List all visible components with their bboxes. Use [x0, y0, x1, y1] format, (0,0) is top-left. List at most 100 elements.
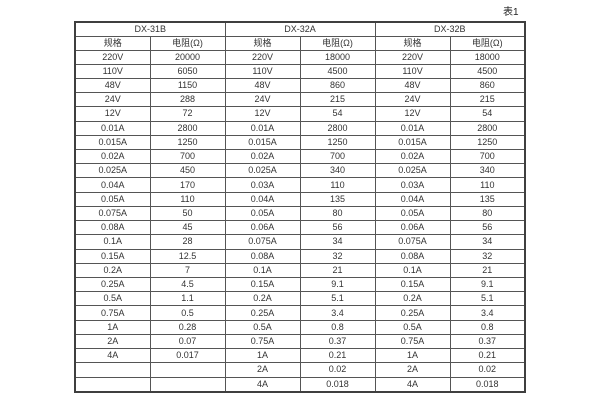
spec-cell: 0.06A — [224, 220, 301, 236]
resistance-cell: 1250 — [299, 134, 376, 151]
table-row: 0.75A 0.5 0.25A 3.4 0.25A 3.4 — [74, 305, 526, 321]
spec-cell: 48V — [374, 77, 451, 94]
table-row: 0.01A 2800 0.01A 2800 0.01A 2800 — [74, 120, 526, 136]
resistance-cell: 215 — [449, 92, 526, 108]
resistance-cell: 1250 — [449, 134, 526, 151]
resistance-cell: 700 — [449, 149, 526, 165]
resistance-cell: 0.21 — [449, 348, 526, 364]
resistance-cell: 56 — [299, 220, 376, 236]
resistance-cell: 45 — [149, 220, 226, 236]
resistance-cell: 4500 — [299, 63, 376, 79]
table-row: 2A 0.02 2A 0.02 — [74, 362, 526, 378]
spec-table: DX-31B DX-32A DX-32B 规格 电阻(Ω) 规格 电阻(Ω) 规… — [74, 21, 527, 393]
resistance-cell: 5.1 — [449, 291, 526, 307]
resistance-cell: 340 — [299, 163, 376, 179]
table-row: 0.025A 450 0.025A 340 0.025A 340 — [74, 163, 526, 179]
spec-cell: 0.2A — [224, 291, 301, 307]
resistance-cell — [149, 362, 226, 378]
spec-cell: 0.075A — [224, 234, 301, 250]
spec-cell: 0.15A — [224, 276, 301, 293]
resistance-cell: 32 — [299, 248, 376, 264]
resistance-cell: 6050 — [149, 63, 226, 79]
resistance-cell: 0.37 — [299, 333, 376, 350]
spec-cell: 0.03A — [374, 177, 451, 193]
spec-cell: 220V — [74, 49, 151, 65]
resistance-cell: 700 — [149, 149, 226, 165]
table-row: 0.1A 28 0.075A 34 0.075A 34 — [74, 234, 526, 250]
resistance-cell: 7 — [149, 262, 226, 279]
table-row: 0.5A 1.1 0.2A 5.1 0.2A 5.1 — [74, 291, 526, 307]
spec-column-header: 规格 — [224, 35, 301, 51]
group-header-row: DX-31B DX-32A DX-32B — [74, 21, 526, 37]
spec-cell: 0.03A — [224, 177, 301, 193]
spec-cell: 0.025A — [224, 163, 301, 179]
resistance-cell: 2800 — [449, 120, 526, 136]
spec-cell: 12V — [374, 106, 451, 122]
table-row: 4A 0.018 4A 0.018 — [74, 376, 526, 393]
resistance-cell: 0.018 — [449, 376, 526, 393]
spec-cell: 24V — [224, 92, 301, 108]
resistance-cell: 54 — [449, 106, 526, 122]
resistance-cell: 0.07 — [149, 333, 226, 350]
spec-cell: 220V — [374, 49, 451, 65]
spec-cell: 1A — [224, 348, 301, 364]
spec-cell: 0.04A — [374, 191, 451, 207]
resistance-cell: 34 — [299, 234, 376, 250]
spec-cell: 110V — [374, 63, 451, 79]
resistance-cell: 0.02 — [299, 362, 376, 378]
spec-cell: 48V — [74, 77, 151, 94]
resistance-cell: 110 — [449, 177, 526, 193]
resistance-cell: 56 — [449, 220, 526, 236]
spec-cell: 0.02A — [224, 149, 301, 165]
resistance-cell: 5.1 — [299, 291, 376, 307]
resistance-column-header: 电阻(Ω) — [449, 35, 526, 51]
resistance-cell: 3.4 — [299, 305, 376, 321]
spec-cell: 0.75A — [74, 305, 151, 321]
resistance-cell: 0.8 — [299, 319, 376, 335]
spec-cell: 0.02A — [74, 149, 151, 165]
resistance-cell: 860 — [299, 77, 376, 94]
table-row: 0.15A 12.5 0.08A 32 0.08A 32 — [74, 248, 526, 264]
resistance-cell: 135 — [449, 191, 526, 207]
resistance-cell: 2800 — [299, 120, 376, 136]
spec-column-header: 规格 — [74, 35, 151, 51]
spec-cell: 12V — [74, 106, 151, 122]
resistance-cell: 9.1 — [299, 276, 376, 293]
spec-cell: 2A — [74, 333, 151, 350]
table-row: 4A 0.017 1A 0.21 1A 0.21 — [74, 348, 526, 364]
resistance-cell: 0.02 — [449, 362, 526, 378]
resistance-cell: 700 — [299, 149, 376, 165]
resistance-cell: 3.4 — [449, 305, 526, 321]
resistance-cell: 12.5 — [149, 248, 226, 264]
spec-cell: 110V — [74, 63, 151, 79]
resistance-cell: 1150 — [149, 77, 226, 94]
spec-cell: 0.075A — [74, 205, 151, 222]
resistance-cell: 4.5 — [149, 276, 226, 293]
resistance-cell: 1.1 — [149, 291, 226, 307]
spec-cell: 48V — [224, 77, 301, 94]
spec-cell: 0.05A — [74, 191, 151, 207]
resistance-cell: 0.37 — [449, 333, 526, 350]
resistance-cell: 0.017 — [149, 348, 226, 364]
group-header-dx32a: DX-32A — [224, 21, 376, 37]
resistance-cell: 0.018 — [299, 376, 376, 393]
spec-cell: 0.01A — [374, 120, 451, 136]
spec-cell: 0.015A — [374, 134, 451, 151]
spec-cell: 0.15A — [74, 248, 151, 264]
spec-cell: 0.05A — [224, 205, 301, 222]
spec-cell: 0.25A — [374, 305, 451, 321]
spec-cell: 0.25A — [224, 305, 301, 321]
resistance-cell: 72 — [149, 106, 226, 122]
spec-cell — [74, 376, 151, 393]
spec-cell: 0.075A — [374, 234, 451, 250]
table-row: 0.05A 110 0.04A 135 0.04A 135 — [74, 191, 526, 207]
spec-cell: 0.04A — [74, 177, 151, 193]
resistance-cell: 0.28 — [149, 319, 226, 335]
resistance-cell: 34 — [449, 234, 526, 250]
spec-cell: 12V — [224, 106, 301, 122]
spec-cell: 0.2A — [74, 262, 151, 279]
spec-cell: 24V — [74, 92, 151, 108]
resistance-cell: 20000 — [149, 49, 226, 65]
spec-cell: 0.05A — [374, 205, 451, 222]
